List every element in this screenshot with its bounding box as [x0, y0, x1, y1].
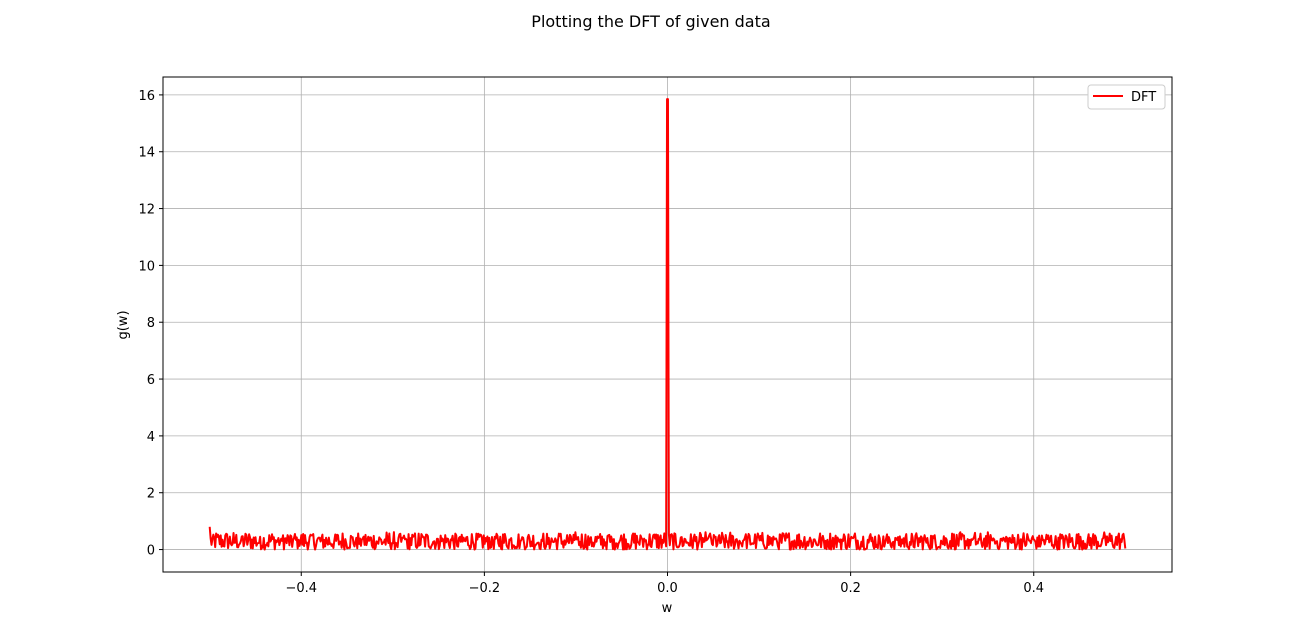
legend-dft-label: DFT — [1131, 90, 1156, 105]
y-tick-label: 8 — [147, 316, 155, 331]
y-axis-label: g(w) — [116, 310, 131, 339]
legend-box — [1087, 84, 1166, 110]
plot-area: −0.4 −0.2 0.0 0.2 0.4 0 2 4 6 8 10 12 14 16 — [138, 76, 1173, 596]
y-axis-ticks: 0 2 4 6 8 10 12 14 16 — [138, 89, 163, 559]
y-tick-label: 16 — [138, 89, 155, 104]
figure-title: Plotting the DFT of given data — [531, 12, 770, 31]
x-tick-label: 0.4 — [1023, 581, 1044, 596]
y-tick-label: 12 — [138, 203, 155, 218]
dft-series-line — [208, 98, 1127, 551]
y-tick-label: 10 — [138, 259, 155, 274]
x-tick-label: 0.2 — [840, 581, 861, 596]
x-tick-label: −0.2 — [469, 581, 501, 596]
y-tick-label: 14 — [138, 146, 155, 161]
x-axis-ticks: −0.4 −0.2 0.0 0.2 0.4 — [285, 572, 1044, 596]
x-tick-label: −0.4 — [285, 581, 317, 596]
legend: DFT — [1087, 84, 1166, 110]
y-tick-label: 4 — [147, 430, 155, 445]
y-tick-label: 0 — [147, 544, 155, 559]
x-tick-label: 0.0 — [657, 581, 678, 596]
x-axis-label: w — [662, 601, 673, 616]
y-tick-label: 6 — [147, 373, 155, 388]
y-tick-label: 2 — [147, 487, 155, 502]
